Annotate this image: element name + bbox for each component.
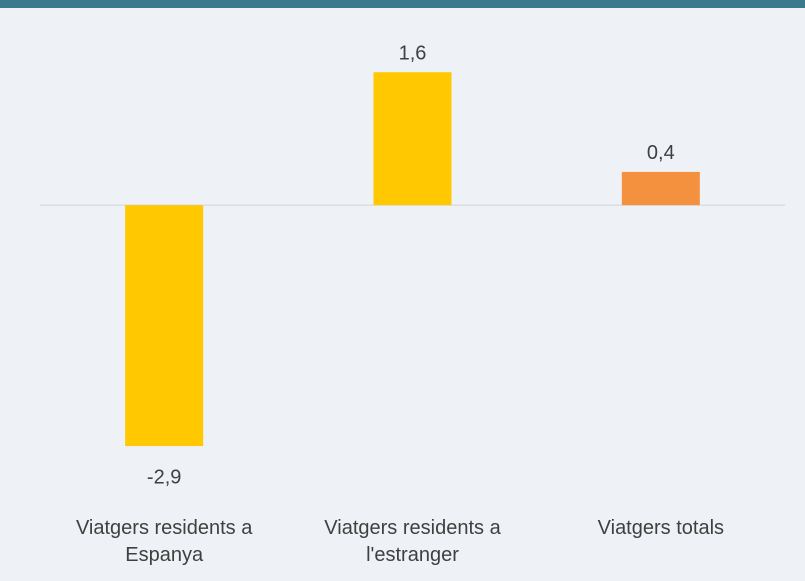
bar bbox=[621, 171, 700, 206]
x-tick-label: Viatgers residents a l'estranger bbox=[324, 517, 501, 566]
value-label: 1,6 bbox=[399, 43, 427, 65]
value-label: -2,9 bbox=[147, 466, 181, 488]
x-tick-label: Viatgers totals bbox=[597, 517, 725, 539]
bar bbox=[125, 205, 204, 447]
x-tick-label: Viatgers residents a Espanya bbox=[75, 517, 253, 566]
value-label: 0,4 bbox=[647, 142, 675, 164]
bar bbox=[373, 72, 452, 206]
top-band bbox=[0, 0, 805, 8]
